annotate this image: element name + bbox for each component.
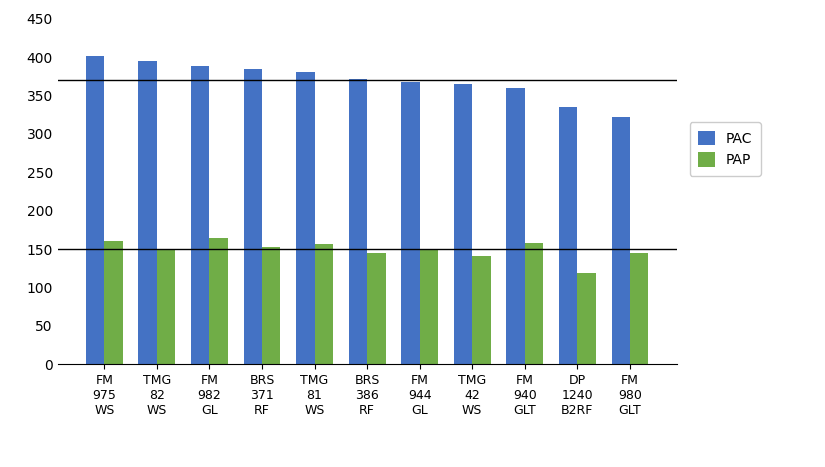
Bar: [104, 241, 123, 364]
Bar: [578, 273, 596, 364]
Bar: [157, 249, 175, 364]
Bar: [611, 117, 630, 364]
Bar: [139, 61, 157, 364]
Bar: [472, 256, 491, 364]
Bar: [314, 244, 333, 364]
Bar: [401, 82, 420, 364]
Bar: [367, 253, 385, 364]
Bar: [559, 107, 578, 364]
Bar: [191, 65, 210, 364]
Bar: [507, 88, 525, 364]
Legend: PAC, PAP: PAC, PAP: [690, 122, 761, 176]
Bar: [630, 253, 648, 364]
Bar: [296, 71, 314, 364]
Bar: [262, 247, 281, 364]
Bar: [210, 238, 228, 364]
Bar: [420, 249, 438, 364]
Bar: [243, 70, 262, 364]
Bar: [86, 56, 104, 364]
Bar: [349, 78, 367, 364]
Bar: [525, 243, 543, 364]
Bar: [454, 84, 472, 364]
